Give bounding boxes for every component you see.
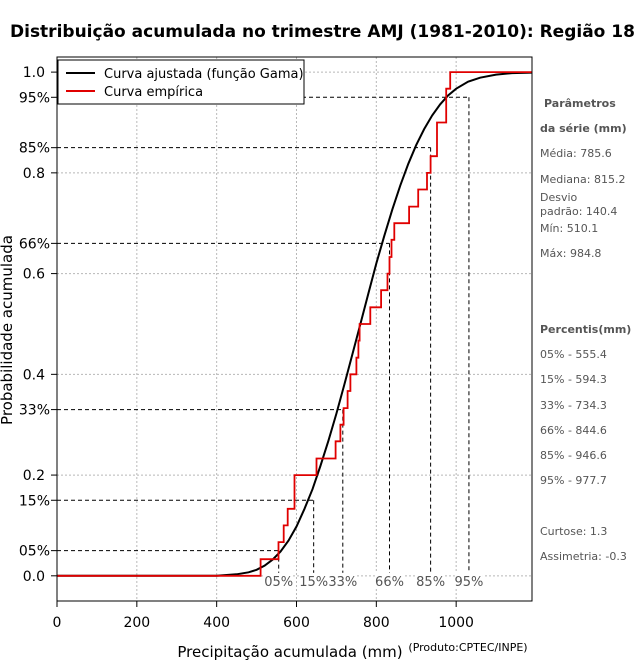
x-axis-label: Precipitação acumulada (mm): [177, 643, 402, 660]
y-tick-label-4: 0.8: [23, 166, 45, 182]
grid: [56, 57, 532, 601]
y-tick-label-3: 0.6: [23, 267, 45, 283]
plot-frame: [56, 56, 533, 602]
stat-curtose: Curtose: 1.3: [540, 525, 607, 538]
percentile-label-bg-2: [328, 572, 357, 589]
x-tick-label-0: 0: [53, 615, 62, 631]
y-axis: 0.0 0.2 0.4 0.6 0.8 1.0 05% 15% 33% 66% 85% 95%: [19, 65, 57, 585]
x-tick-label-5: 1000: [438, 615, 474, 631]
params-title-1: Parâmetros: [544, 97, 616, 110]
y-percent-label-4: 85%: [19, 141, 50, 157]
legend-box: [57, 59, 305, 105]
stat-max: Máx: 984.8: [540, 247, 601, 260]
stat-min: Mín: 510.1: [540, 222, 598, 235]
y-percent-label-2: 33%: [19, 403, 50, 419]
empirical-step-curve: [57, 71, 532, 577]
percentile-bottom-label-2: 33%: [328, 575, 357, 590]
percentile-label-bg-5: [454, 572, 483, 589]
stat-desvio-1: Desvio: [540, 191, 578, 204]
stat-mediana: Mediana: 815.2: [540, 173, 625, 186]
percentile-label-bg-0: [264, 572, 293, 589]
y-percent-label-0: 05%: [19, 544, 50, 560]
legend: Curva ajustada (função Gama) Curva empír…: [57, 59, 305, 105]
percentile-bottom-label-3: 66%: [375, 575, 404, 590]
percentile-bottom-label-5: 95%: [454, 575, 483, 590]
y-tick-label-0: 0.0: [23, 569, 45, 585]
percentil-05: 05% - 555.4: [540, 348, 607, 361]
params-title-2: da série (mm): [540, 122, 627, 135]
percentile-labels: 05% 15% 33% 66% 85% 95%: [264, 572, 483, 590]
x-tick-label-3: 600: [283, 615, 310, 631]
y-percent-label-5: 95%: [19, 90, 50, 106]
percentis-title: Percentis(mm): [540, 323, 631, 336]
credit-text: (Produto:CPTEC/INPE): [408, 641, 527, 654]
y-percent-label-3: 66%: [19, 236, 50, 252]
percentile-label-bg-1: [299, 572, 328, 589]
x-tick-label-4: 800: [363, 615, 390, 631]
y-axis-label: Probabilidade acumulada: [0, 235, 16, 425]
x-axis: 0 200 400 600 800 1000: [53, 601, 474, 631]
percentile-label-bg-4: [416, 572, 445, 589]
x-tick-label-1: 200: [123, 615, 150, 631]
percentile-bottom-label-1: 15%: [299, 575, 328, 590]
stat-desvio-2: padrão: 140.4: [540, 205, 617, 218]
percentil-15: 15% - 594.3: [540, 373, 607, 386]
percentile-label-bg-3: [375, 572, 404, 589]
percentil-66: 66% - 844.6: [540, 424, 607, 437]
percentil-33: 33% - 734.3: [540, 399, 607, 412]
stat-assimetria: Assimetria: -0.3: [540, 550, 627, 563]
percentil-85: 85% - 946.6: [540, 449, 607, 462]
y-tick-label-2: 0.4: [23, 367, 45, 383]
percentile-bottom-label-0: 05%: [264, 575, 293, 590]
percentil-95: 95% - 977.7: [540, 474, 607, 487]
legend-label-fitted: Curva ajustada (função Gama): [104, 67, 304, 82]
series-stats-panel: Parâmetros da série (mm) Média: 785.6 Me…: [540, 97, 631, 563]
percentile-bottom-label-4: 85%: [416, 575, 445, 590]
x-tick-label-2: 400: [203, 615, 230, 631]
stat-media: Média: 785.6: [540, 147, 612, 160]
y-tick-label-5: 1.0: [23, 65, 45, 81]
y-percent-label-1: 15%: [19, 493, 50, 509]
chart-title: Distribuição acumulada no trimestre AMJ …: [10, 22, 635, 42]
series-lines: [57, 71, 533, 577]
y-tick-label-1: 0.2: [23, 468, 45, 484]
legend-label-empirical: Curva empírica: [104, 85, 203, 100]
